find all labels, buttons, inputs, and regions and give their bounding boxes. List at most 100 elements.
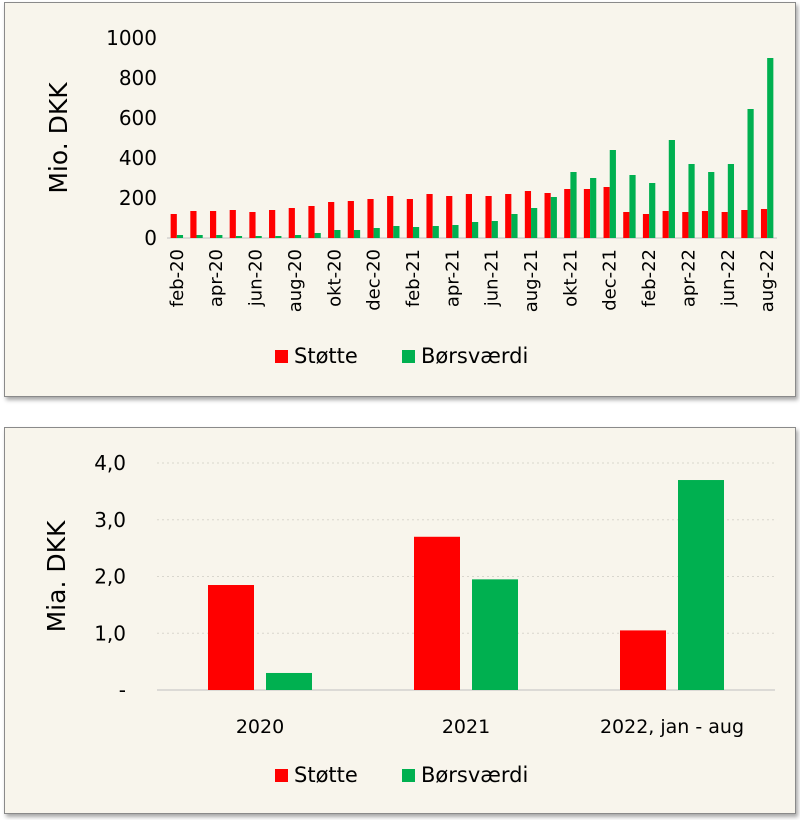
bar-borsvaerdi — [629, 175, 636, 238]
y-tick-label: 400 — [119, 146, 157, 170]
bar-borsvaerdi — [668, 140, 675, 238]
bar-borsvaerdi — [393, 226, 400, 238]
bar-stotte — [426, 194, 433, 238]
legend-swatch-borsvaerdi — [402, 350, 415, 363]
x-tick-label: jun-21 — [482, 249, 503, 307]
bar-stotte — [170, 214, 177, 238]
bar-stotte — [308, 206, 315, 238]
x-tick-label: aug-20 — [285, 249, 306, 312]
x-tick-label: apr-22 — [678, 249, 699, 307]
y-tick-label: 0 — [144, 226, 157, 250]
bar-stotte — [347, 201, 354, 238]
bar-borsvaerdi — [590, 178, 597, 238]
y-tick-label: 3,0 — [94, 508, 126, 532]
legend-swatch-stotte — [275, 350, 288, 363]
y-tick-label: 1,0 — [94, 621, 126, 645]
bar-stotte — [642, 214, 650, 238]
legend-label-stotte: Støtte — [294, 344, 358, 368]
x-tick-label: feb-21 — [403, 249, 424, 307]
bar-stotte — [414, 536, 460, 690]
x-tick-label: jun-22 — [718, 249, 739, 307]
legend-swatch-stotte — [275, 769, 288, 782]
bar-stotte — [406, 199, 413, 238]
bar-stotte — [623, 212, 630, 238]
legend-label-stotte: Støtte — [294, 763, 358, 787]
x-tick-label: okt-21 — [560, 249, 581, 307]
bar-stotte — [564, 189, 571, 238]
y-tick-label: 1000 — [106, 26, 157, 50]
monthly-chart: Mio. DKK 0 200 400 600 800 1000 feb-20 apr-20 jun… — [44, 26, 778, 368]
bar-stotte — [721, 212, 728, 238]
bar-stotte — [446, 196, 453, 238]
bar-borsvaerdi — [678, 480, 724, 690]
bar-borsvaerdi — [708, 172, 715, 238]
bar-borsvaerdi — [196, 235, 203, 238]
bar-stotte — [741, 210, 748, 238]
monthly-chart-panel: Mio. DKK 0 200 400 600 800 1000 feb-20 apr-20 jun… — [4, 2, 796, 397]
bar-stotte — [465, 194, 472, 238]
bar-borsvaerdi — [767, 58, 774, 238]
y-tick-label: 600 — [119, 106, 157, 130]
bar-stotte — [505, 194, 512, 238]
x-tick-label: okt-20 — [324, 249, 345, 307]
legend-label-borsvaerdi: Børsværdi — [421, 344, 528, 368]
bar-borsvaerdi — [275, 236, 282, 238]
bar-borsvaerdi — [649, 183, 656, 238]
bar-stotte — [701, 211, 709, 238]
bar-stotte — [288, 208, 295, 238]
bar-borsvaerdi — [452, 225, 459, 238]
bar-borsvaerdi — [235, 236, 243, 238]
bar-stotte — [603, 187, 610, 238]
y-tick-label: 800 — [119, 66, 157, 90]
bar-stotte — [208, 585, 254, 690]
bar-borsvaerdi — [747, 109, 754, 238]
bar-borsvaerdi — [531, 208, 538, 238]
y-axis-label: Mio. DKK — [44, 82, 73, 194]
bar-borsvaerdi — [373, 228, 380, 238]
bar-borsvaerdi — [727, 164, 735, 238]
y-tick-label: 2,0 — [94, 565, 126, 589]
bar-borsvaerdi — [216, 235, 223, 238]
x-tick-label: jun-20 — [246, 249, 267, 307]
x-tick-label: 2021 — [442, 716, 490, 738]
x-tick-label: aug-22 — [757, 249, 778, 312]
x-tick-label: 2020 — [236, 716, 284, 738]
bar-stotte — [387, 196, 394, 238]
bar-stotte — [682, 212, 689, 238]
x-tick-label: feb-20 — [167, 249, 188, 307]
bar-stotte — [328, 202, 335, 238]
bar-stotte — [229, 210, 236, 238]
y-tick-label: - — [119, 678, 126, 702]
bar-borsvaerdi — [472, 222, 479, 238]
bar-borsvaerdi — [412, 227, 420, 238]
legend-label-borsvaerdi: Børsværdi — [421, 763, 528, 787]
bar-stotte — [544, 193, 551, 238]
bar-borsvaerdi — [511, 214, 518, 238]
y-tick-label: 4,0 — [94, 451, 126, 475]
bar-stotte — [269, 210, 276, 238]
bar-borsvaerdi — [294, 235, 302, 238]
bar-borsvaerdi — [550, 197, 557, 238]
x-tick-label: feb-22 — [639, 249, 660, 307]
yearly-chart: Mia. DKK - 1,0 2,0 3,0 4,0 2020 2021 2022, jan -… — [42, 451, 775, 787]
x-tick-label: 2022, jan - aug — [600, 716, 744, 738]
bar-stotte — [249, 212, 256, 238]
bar-borsvaerdi — [570, 172, 577, 238]
bar-borsvaerdi — [432, 226, 439, 238]
legend-swatch-borsvaerdi — [402, 769, 415, 782]
bar-stotte — [583, 189, 591, 238]
bar-borsvaerdi — [609, 150, 616, 238]
bar-borsvaerdi — [491, 221, 498, 238]
x-tick-label: dec-20 — [364, 249, 385, 311]
bar-borsvaerdi — [314, 233, 321, 238]
bar-stotte — [367, 199, 374, 238]
x-tick-label: apr-20 — [206, 249, 227, 307]
x-tick-label: dec-21 — [600, 249, 621, 311]
bar-borsvaerdi — [255, 236, 262, 238]
bar-stotte — [209, 211, 217, 238]
bar-stotte — [620, 630, 666, 690]
bar-borsvaerdi — [472, 579, 518, 690]
bar-stotte — [190, 211, 197, 238]
bar-borsvaerdi — [266, 672, 312, 690]
y-tick-label: 200 — [119, 186, 157, 210]
